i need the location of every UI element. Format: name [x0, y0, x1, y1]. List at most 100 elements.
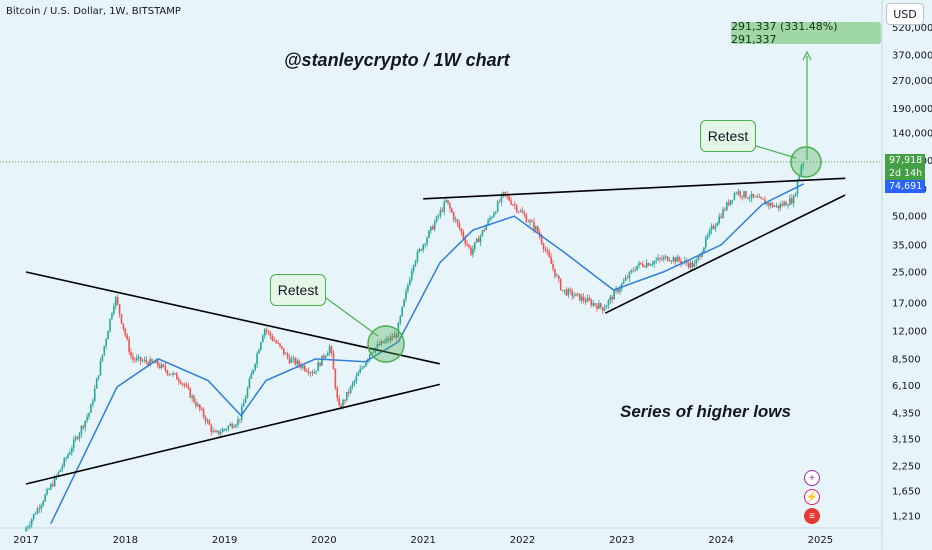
candle-body: [634, 270, 636, 271]
candle-body: [540, 236, 543, 244]
candle-body: [368, 354, 371, 360]
candle-body: [697, 255, 699, 260]
candle-body: [135, 357, 138, 361]
candle-body: [424, 244, 426, 245]
candle-body: [103, 346, 106, 355]
lightning-icon[interactable]: ⚡: [804, 489, 820, 505]
candle-body: [347, 391, 350, 394]
candle-body: [67, 454, 69, 458]
candle-body: [294, 358, 297, 365]
candle-body: [372, 351, 375, 353]
candle-body: [546, 250, 549, 252]
candle-body: [445, 200, 447, 202]
plus-circle-icon[interactable]: +: [804, 470, 820, 486]
candle-body: [118, 304, 121, 315]
candle-body: [601, 307, 604, 311]
candle-body: [752, 193, 755, 197]
watermark-text: @stanleycrypto / 1W chart: [284, 50, 510, 70]
candle-body: [691, 262, 694, 268]
candle-body: [92, 401, 94, 405]
candle-body: [716, 223, 719, 227]
candle-body: [582, 296, 585, 301]
candle-body: [613, 290, 615, 300]
candle-body: [93, 388, 96, 402]
candle-body: [515, 205, 518, 212]
candle-body: [38, 508, 41, 510]
x-tick-label: 2020: [311, 535, 336, 546]
candle-body: [431, 226, 434, 230]
candle-body: [65, 457, 67, 459]
candle-body: [328, 346, 331, 353]
candle-body: [325, 355, 327, 359]
ema-line: [50, 183, 805, 525]
candle-body: [71, 448, 73, 453]
candle-body: [456, 219, 459, 224]
candle-body: [502, 191, 505, 195]
candle-body: [72, 439, 75, 449]
symbol-title: Bitcoin / U.S. Dollar, 1W, BITSTAMP: [6, 6, 181, 17]
candle-body: [731, 199, 734, 201]
candle-body: [548, 251, 551, 258]
candle-body: [724, 209, 726, 211]
candle-body: [267, 331, 270, 333]
candle-body: [221, 429, 224, 433]
candle-body: [790, 198, 793, 204]
candle-body: [235, 424, 237, 427]
candle-body: [500, 194, 503, 202]
candle-body: [443, 201, 446, 212]
y-tick-label: 370,000: [892, 50, 932, 61]
candle-body: [754, 196, 757, 198]
candle-body: [479, 235, 482, 243]
candle-body: [439, 210, 442, 216]
candle-body: [200, 409, 203, 410]
candle-body: [248, 378, 251, 389]
candle-body: [605, 305, 608, 309]
candle-body: [689, 262, 692, 268]
candle-body: [78, 433, 81, 439]
candle-body: [712, 226, 715, 229]
candle-body: [231, 424, 234, 428]
candle-body: [386, 338, 388, 341]
candle-body: [315, 370, 318, 373]
candle-body: [733, 193, 736, 200]
candle-body: [454, 219, 457, 221]
candle-body: [519, 210, 522, 212]
candle-body: [126, 335, 129, 340]
candle-body: [90, 404, 92, 413]
candle-body: [46, 489, 48, 495]
candle-body: [603, 308, 606, 311]
candle-body: [164, 366, 167, 371]
candle-body: [34, 513, 37, 515]
candle-body: [563, 289, 566, 291]
candle-body: [573, 295, 575, 297]
candle-body: [149, 359, 151, 366]
candle-body: [580, 296, 583, 301]
y-tick-label: 2,250: [892, 462, 921, 473]
candle-body: [181, 383, 184, 385]
higher-lows-note: Series of higher lows: [620, 402, 791, 421]
candle-body: [225, 429, 228, 430]
candle-body: [340, 405, 342, 408]
candle-body: [271, 336, 274, 341]
candle-body: [323, 355, 325, 359]
candle-body: [409, 279, 411, 286]
candle-body: [496, 201, 499, 212]
candle-body: [703, 247, 705, 253]
candle-body: [592, 303, 594, 306]
y-tick-label: 6,100: [892, 381, 921, 392]
candle-body: [659, 257, 661, 259]
price-badge: 97,918: [885, 154, 925, 167]
y-tick-label: 8,500: [892, 354, 921, 365]
candle-body: [542, 243, 545, 250]
candle-body: [588, 298, 591, 301]
currency-button[interactable]: USD: [886, 3, 924, 25]
candle-body: [156, 360, 159, 366]
candle-body: [766, 202, 768, 205]
y-tick-label: 35,000: [892, 240, 927, 251]
candle-body: [141, 360, 144, 362]
us-flag-icon[interactable]: ≡: [804, 508, 820, 524]
candle-body: [143, 359, 146, 361]
candle-body: [363, 366, 365, 368]
candle-body: [504, 191, 507, 194]
